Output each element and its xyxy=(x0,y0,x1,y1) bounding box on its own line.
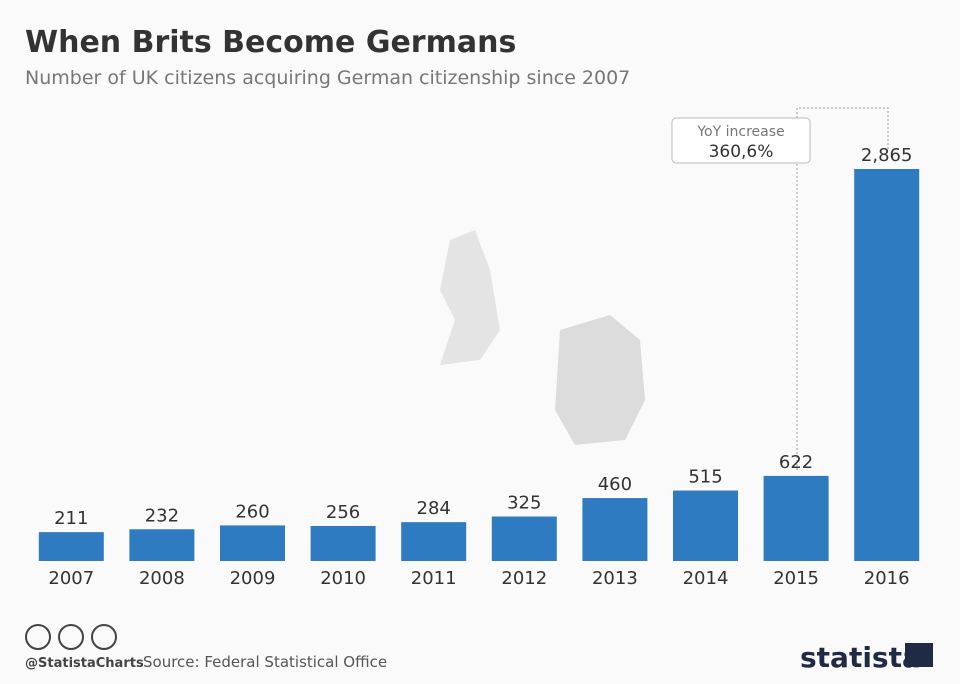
x-tick-label: 2009 xyxy=(230,568,276,589)
annotation-label: YoY increase xyxy=(696,124,784,140)
bar xyxy=(310,525,376,561)
value-label: 325 xyxy=(507,493,541,514)
map-britain xyxy=(440,230,500,365)
chart-subtitle: Number of UK citizens acquiring German c… xyxy=(25,67,630,89)
brand: statista xyxy=(800,641,921,674)
x-tick-label: 2014 xyxy=(683,568,729,589)
x-tick-label: 2015 xyxy=(773,568,819,589)
value-label: 211 xyxy=(54,508,88,529)
value-label: 622 xyxy=(779,452,813,473)
x-tick-label: 2012 xyxy=(501,568,547,589)
bar xyxy=(854,169,920,561)
value-label: 515 xyxy=(688,467,722,488)
value-label: 2,865 xyxy=(861,145,913,166)
x-tick-label: 2013 xyxy=(592,568,638,589)
annotation-connector xyxy=(796,107,889,470)
x-tick-label: 2011 xyxy=(411,568,457,589)
x-tick-label: 2010 xyxy=(320,568,366,589)
x-tick-label: 2016 xyxy=(864,568,910,589)
bar xyxy=(220,525,285,561)
chart-title: When Brits Become Germans xyxy=(25,25,516,60)
bar xyxy=(763,475,829,561)
annotation-value: 360,6% xyxy=(709,142,774,162)
x-tick-label: 2007 xyxy=(48,568,94,589)
source: Source: Federal Statistical Office xyxy=(143,653,387,671)
value-label: 460 xyxy=(598,474,632,495)
bar xyxy=(401,522,467,561)
annotation-box xyxy=(671,117,811,164)
brand-icon xyxy=(905,643,933,667)
x-tick-label: 2008 xyxy=(139,568,185,589)
bar xyxy=(491,516,557,561)
credit: @StatistaCharts xyxy=(25,656,144,671)
cc-icons xyxy=(25,624,117,650)
bar xyxy=(673,490,738,561)
bar xyxy=(129,529,195,561)
map-germany xyxy=(555,315,645,445)
bar xyxy=(582,498,648,561)
value-label: 260 xyxy=(235,501,269,522)
value-label: 284 xyxy=(417,498,451,519)
value-label: 232 xyxy=(145,505,179,526)
bar xyxy=(38,532,104,561)
value-label: 256 xyxy=(326,502,360,523)
